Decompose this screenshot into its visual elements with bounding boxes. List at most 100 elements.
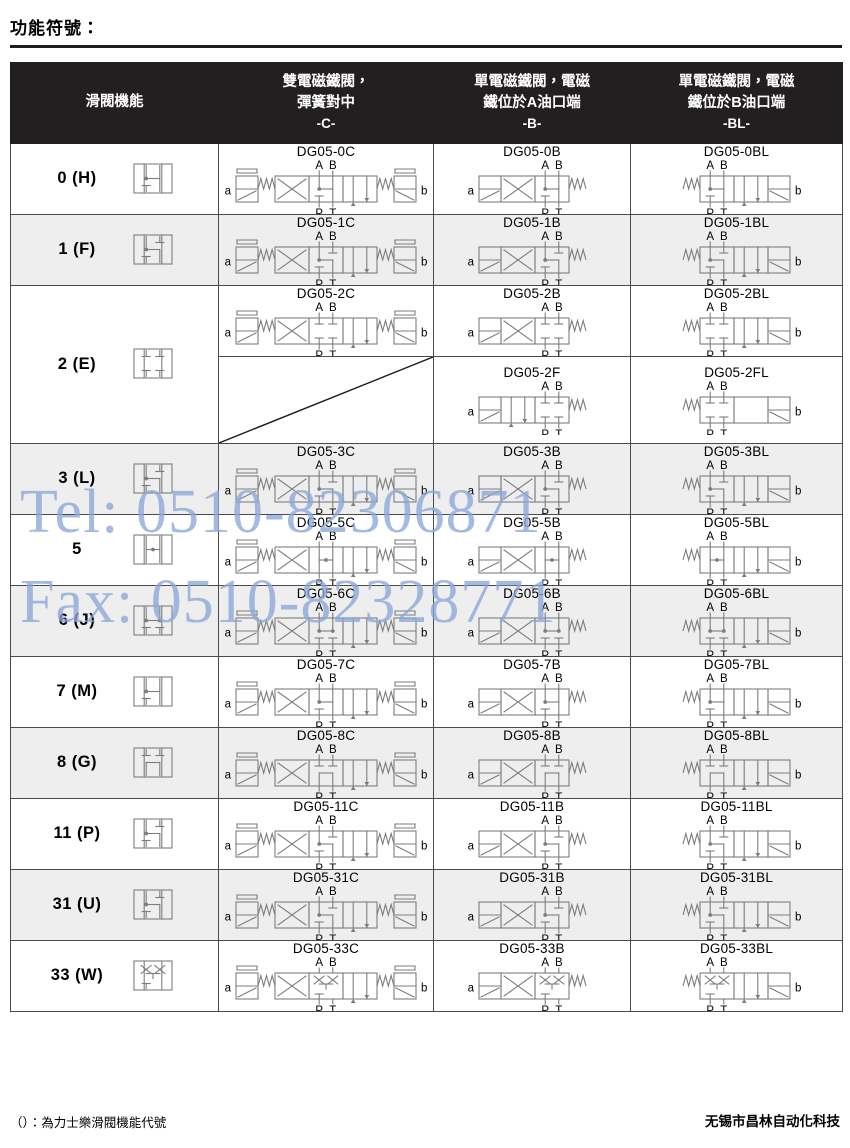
svg-text:T: T — [555, 792, 562, 798]
svg-text:A: A — [541, 381, 549, 393]
svg-text:T: T — [329, 863, 336, 869]
svg-text:T: T — [720, 579, 727, 585]
svg-text:B: B — [720, 381, 728, 393]
svg-text:P: P — [541, 508, 549, 514]
svg-text:A: A — [541, 531, 549, 543]
svg-text:A: A — [315, 160, 323, 172]
svg-text:T: T — [329, 208, 336, 214]
svg-text:P: P — [706, 508, 714, 514]
svg-text:T: T — [329, 350, 336, 356]
svg-text:P: P — [706, 934, 714, 940]
svg-text:B: B — [329, 302, 337, 314]
svg-text:P: P — [315, 508, 323, 514]
svg-text:B: B — [329, 957, 337, 969]
symbol-code: DG05-1BL — [703, 214, 770, 230]
svg-text:P: P — [706, 350, 714, 356]
spool-function-cell: 2 (E) — [10, 284, 219, 444]
svg-text:P: P — [541, 721, 549, 727]
svg-text:T: T — [720, 429, 727, 435]
svg-text:b: b — [795, 982, 801, 994]
spool-diagram-icon — [131, 814, 175, 854]
svg-text:T: T — [720, 721, 727, 727]
spool-diagram-icon — [131, 344, 175, 384]
svg-text:b: b — [795, 406, 801, 418]
svg-text:b: b — [795, 840, 801, 852]
footnote: （）：為力士樂滑閥機能代號 — [10, 1116, 167, 1130]
column-header-single-solenoid-b: 單電磁鐵閥，電磁 鐵位於B油口端 -BL- — [630, 62, 843, 144]
svg-text:A: A — [315, 460, 323, 472]
column-code-bl: -BL- — [723, 116, 750, 132]
svg-text:T: T — [720, 650, 727, 656]
svg-text:A: A — [706, 460, 714, 472]
svg-text:a: a — [468, 769, 475, 781]
svg-text:P: P — [541, 934, 549, 940]
spool-function-cell: 11 (P) — [10, 797, 219, 870]
svg-text:T: T — [329, 508, 336, 514]
svg-text:T: T — [329, 1005, 336, 1011]
spool-function-label: 31 (U) — [52, 895, 102, 914]
spool-function-label: 5 — [72, 540, 82, 559]
svg-text:P: P — [315, 579, 323, 585]
svg-text:P: P — [541, 429, 549, 435]
svg-text:a: a — [225, 556, 232, 568]
title-divider — [10, 45, 842, 48]
symbol-code: DG05-33C — [292, 940, 360, 956]
symbol-code: DG05-0B — [503, 143, 561, 159]
svg-text:T: T — [555, 721, 562, 727]
svg-text:T: T — [555, 650, 562, 656]
symbol-code: DG05-31C — [292, 869, 360, 885]
svg-text:a: a — [225, 911, 232, 923]
svg-text:B: B — [720, 886, 728, 898]
svg-text:a: a — [468, 982, 475, 994]
svg-text:B: B — [329, 160, 337, 172]
svg-text:P: P — [541, 792, 549, 798]
svg-text:P: P — [706, 579, 714, 585]
svg-text:a: a — [468, 698, 475, 710]
spool-diagram-icon — [131, 743, 175, 783]
spool-function-label: 33 (W) — [50, 966, 104, 985]
svg-text:a: a — [225, 982, 232, 994]
svg-text:T: T — [329, 792, 336, 798]
svg-text:B: B — [720, 160, 728, 172]
svg-text:T: T — [329, 279, 336, 285]
column-code-b: -B- — [522, 116, 542, 132]
symbol-code: DG05-7B — [503, 656, 561, 672]
spool-function-cell: 0 (H) — [10, 142, 219, 215]
svg-text:A: A — [706, 673, 714, 685]
symbol-code: DG05-2C — [296, 285, 356, 301]
spool-function-label: 0 (H) — [57, 169, 97, 188]
svg-text:A: A — [541, 957, 549, 969]
symbol-code: DG05-33BL — [699, 940, 774, 956]
svg-text:P: P — [706, 792, 714, 798]
symbol-code: DG05-5B — [503, 514, 561, 530]
svg-text:B: B — [329, 744, 337, 756]
svg-text:T: T — [720, 863, 727, 869]
symbol-code: DG05-5BL — [703, 514, 770, 530]
symbol-code: DG05-0C — [296, 143, 356, 159]
svg-text:A: A — [541, 460, 549, 472]
svg-text:a: a — [225, 627, 232, 639]
svg-text:b: b — [795, 556, 801, 568]
symbol-code: DG05-0BL — [703, 143, 770, 159]
symbol-code: DG05-11B — [499, 798, 565, 814]
